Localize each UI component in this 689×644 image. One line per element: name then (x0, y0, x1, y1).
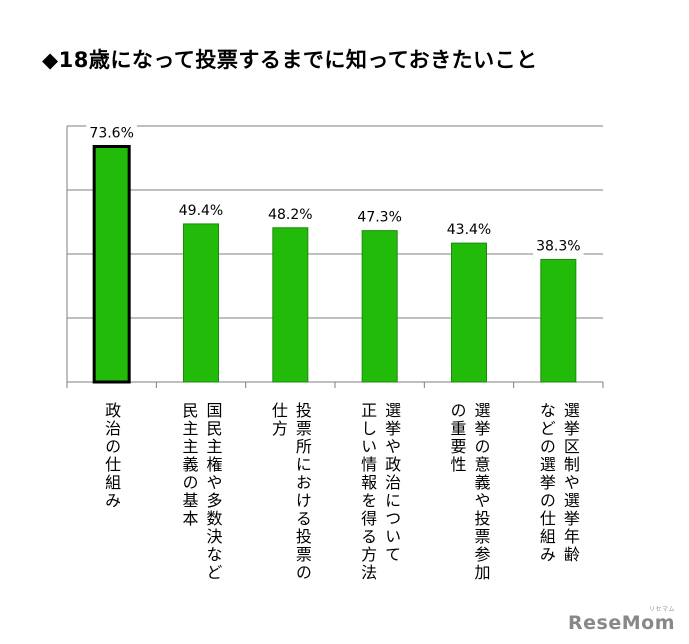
data-label-1: 73.6% (89, 125, 133, 141)
category-label-4-line-1: 選挙や政治について (382, 402, 401, 564)
data-label-5: 43.4% (447, 222, 491, 238)
category-label-6-line-2: などの選挙の仕組み (537, 402, 556, 564)
category-label-6-line-1: 選挙区制や選挙年齢 (561, 402, 580, 564)
bar-1 (92, 144, 131, 384)
bar-3 (272, 227, 309, 383)
resemom-logo-sub: リセマム (648, 606, 675, 613)
data-label-4: 47.3% (357, 210, 401, 226)
resemom-logo: リセマム ReseMom (568, 606, 675, 634)
category-label-1-line-1: 政治の仕組み (102, 402, 121, 510)
data-label-bg-1 (86, 124, 137, 143)
bar-6 (540, 258, 577, 383)
bar-5 (451, 242, 487, 383)
category-label-5-line-1: 選挙の意義や投票参加 (472, 402, 491, 582)
data-label-bg-4 (354, 208, 405, 227)
data-label-bg-6 (533, 237, 584, 256)
category-label-2-line-2: 民主主義の基本 (180, 402, 199, 528)
category-label-3-line-2: 仕方 (269, 402, 288, 438)
data-label-bg-3 (265, 205, 316, 224)
data-label-3: 48.2% (268, 207, 312, 223)
chart-title: ◆18歳になって投票するまでに知っておきたいこと (42, 48, 538, 72)
data-label-bg-2 (175, 201, 227, 220)
data-label-2: 49.4% (179, 203, 223, 219)
resemom-logo-text: ReseMom (568, 612, 675, 634)
bar-4 (361, 230, 398, 383)
category-label-3-line-1: 投票所における投票の (293, 402, 312, 582)
category-label-4-line-2: 正しい情報を得る方法 (358, 402, 377, 582)
bar-2 (183, 223, 219, 383)
data-label-6: 38.3% (536, 238, 580, 254)
category-label-2-line-1: 国民主権や多数決など (204, 402, 223, 582)
data-label-bg-5 (443, 221, 495, 240)
category-label-5-line-2: の重要性 (448, 402, 467, 474)
